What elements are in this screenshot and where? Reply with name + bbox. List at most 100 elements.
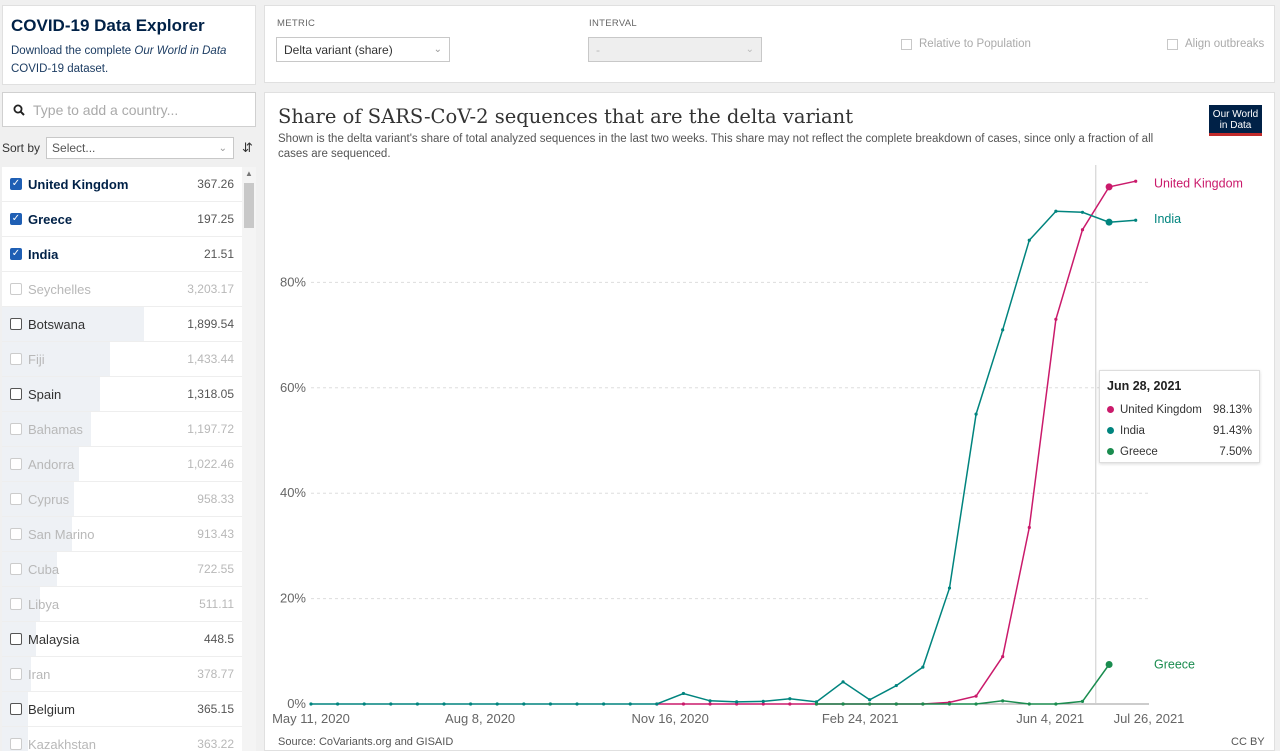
country-checkbox[interactable] [10,283,22,295]
data-point[interactable] [761,702,765,706]
country-row[interactable]: Botswana 1,899.54 [2,307,242,342]
data-point[interactable] [1134,218,1138,222]
data-point[interactable] [1054,317,1058,321]
data-point[interactable] [708,699,712,703]
country-checkbox[interactable] [10,738,22,750]
data-point[interactable] [655,702,659,706]
country-row[interactable]: Greece 197.25 [2,202,242,237]
country-row[interactable]: San Marino 913.43 [2,517,242,552]
country-row[interactable]: Kazakhstan 363.22 [2,727,242,751]
country-row[interactable]: Iran 378.77 [2,657,242,692]
data-point[interactable] [1054,209,1058,213]
data-point[interactable] [1027,702,1031,706]
data-point[interactable] [681,702,686,706]
country-checkbox[interactable] [10,423,22,435]
country-checkbox[interactable] [10,353,22,365]
data-point[interactable] [1054,702,1058,706]
data-point[interactable] [1105,218,1113,226]
data-point[interactable] [868,698,872,702]
align-outbreaks-toggle[interactable]: Align outbreaks [1167,38,1264,50]
data-point[interactable] [841,680,845,684]
interval-dropdown[interactable]: - ⌄ [588,37,762,62]
data-point[interactable] [1027,238,1031,242]
data-point[interactable] [628,702,632,706]
country-row[interactable]: Cuba 722.55 [2,552,242,587]
country-row[interactable]: Seychelles 3,203.17 [2,272,242,307]
country-search[interactable] [2,92,256,127]
data-point[interactable] [1105,183,1113,191]
data-point[interactable] [681,691,686,696]
scroll-thumb[interactable] [244,183,254,228]
country-checkbox[interactable] [10,528,22,540]
data-point[interactable] [761,699,765,703]
country-checkbox[interactable] [10,178,22,190]
data-point[interactable] [921,665,925,669]
country-row[interactable]: Bahamas 1,197.72 [2,412,242,447]
data-point[interactable] [575,702,579,706]
data-point[interactable] [1134,179,1138,183]
data-point[interactable] [708,702,712,706]
data-point[interactable] [1105,660,1113,668]
country-list-scrollbar[interactable]: ▲ [242,167,256,751]
align-checkbox[interactable] [1167,38,1178,50]
data-point[interactable] [1027,525,1031,530]
data-point[interactable] [735,700,739,704]
country-checkbox[interactable] [10,248,22,260]
data-point[interactable] [841,702,845,706]
data-point[interactable] [894,702,898,706]
country-checkbox[interactable] [10,213,22,225]
data-point[interactable] [1080,210,1085,214]
data-point[interactable] [362,702,366,706]
country-checkbox[interactable] [10,493,22,505]
country-checkbox[interactable] [10,388,22,400]
data-point[interactable] [495,702,499,706]
scroll-up-icon[interactable]: ▲ [245,169,253,178]
country-checkbox[interactable] [10,668,22,680]
country-row[interactable]: Cyprus 958.33 [2,482,242,517]
data-point[interactable] [788,697,792,701]
line-chart[interactable]: 0% 20% 40% 60% 80% May 11, 2020 Aug 8, 2020 Nov… [265,93,1276,751]
data-point[interactable] [602,702,606,706]
data-point[interactable] [974,694,978,698]
country-row[interactable]: Andorra 1,022.46 [2,447,242,482]
data-point[interactable] [1001,654,1005,659]
data-point[interactable] [389,702,393,706]
source-note[interactable]: Source: CoVariants.org and GISAID [278,736,454,748]
country-row[interactable]: Fiji 1,433.44 [2,342,242,377]
series-line[interactable] [311,210,1136,705]
data-point[interactable] [548,702,553,706]
data-point[interactable] [1080,699,1085,703]
data-point[interactable] [868,702,872,706]
country-checkbox[interactable] [10,318,22,330]
data-point[interactable] [921,702,925,706]
data-point[interactable] [947,702,952,706]
data-point[interactable] [1001,328,1005,332]
country-checkbox[interactable] [10,458,22,470]
country-checkbox[interactable] [10,633,22,645]
country-row[interactable]: Malaysia 448.5 [2,622,242,657]
data-point[interactable] [814,702,819,706]
data-point[interactable] [469,702,473,706]
search-input[interactable] [33,101,233,118]
metric-dropdown[interactable]: Delta variant (share) ⌄ [276,37,450,62]
series-line[interactable] [816,664,1110,705]
relative-checkbox[interactable] [901,38,912,50]
country-checkbox[interactable] [10,563,22,575]
sort-select[interactable]: Select... ⌄ [46,137,235,159]
country-row[interactable]: United Kingdom 367.26 [2,167,242,202]
country-checkbox[interactable] [10,598,22,610]
data-point[interactable] [974,702,978,706]
data-point[interactable] [788,702,792,706]
data-point[interactable] [442,702,446,706]
owid-logo[interactable]: Our World in Data [1209,105,1262,136]
series-line[interactable] [656,180,1136,705]
country-row[interactable]: India 21.51 [2,237,242,272]
download-text[interactable]: Download the complete Our World in Data … [11,45,227,75]
data-point[interactable] [309,702,313,706]
data-point[interactable] [947,586,952,590]
series-label[interactable]: United Kingdom [1154,176,1243,190]
data-point[interactable] [415,702,420,706]
country-row[interactable]: Belgium 365.15 [2,692,242,727]
data-point[interactable] [336,702,340,706]
country-checkbox[interactable] [10,703,22,715]
